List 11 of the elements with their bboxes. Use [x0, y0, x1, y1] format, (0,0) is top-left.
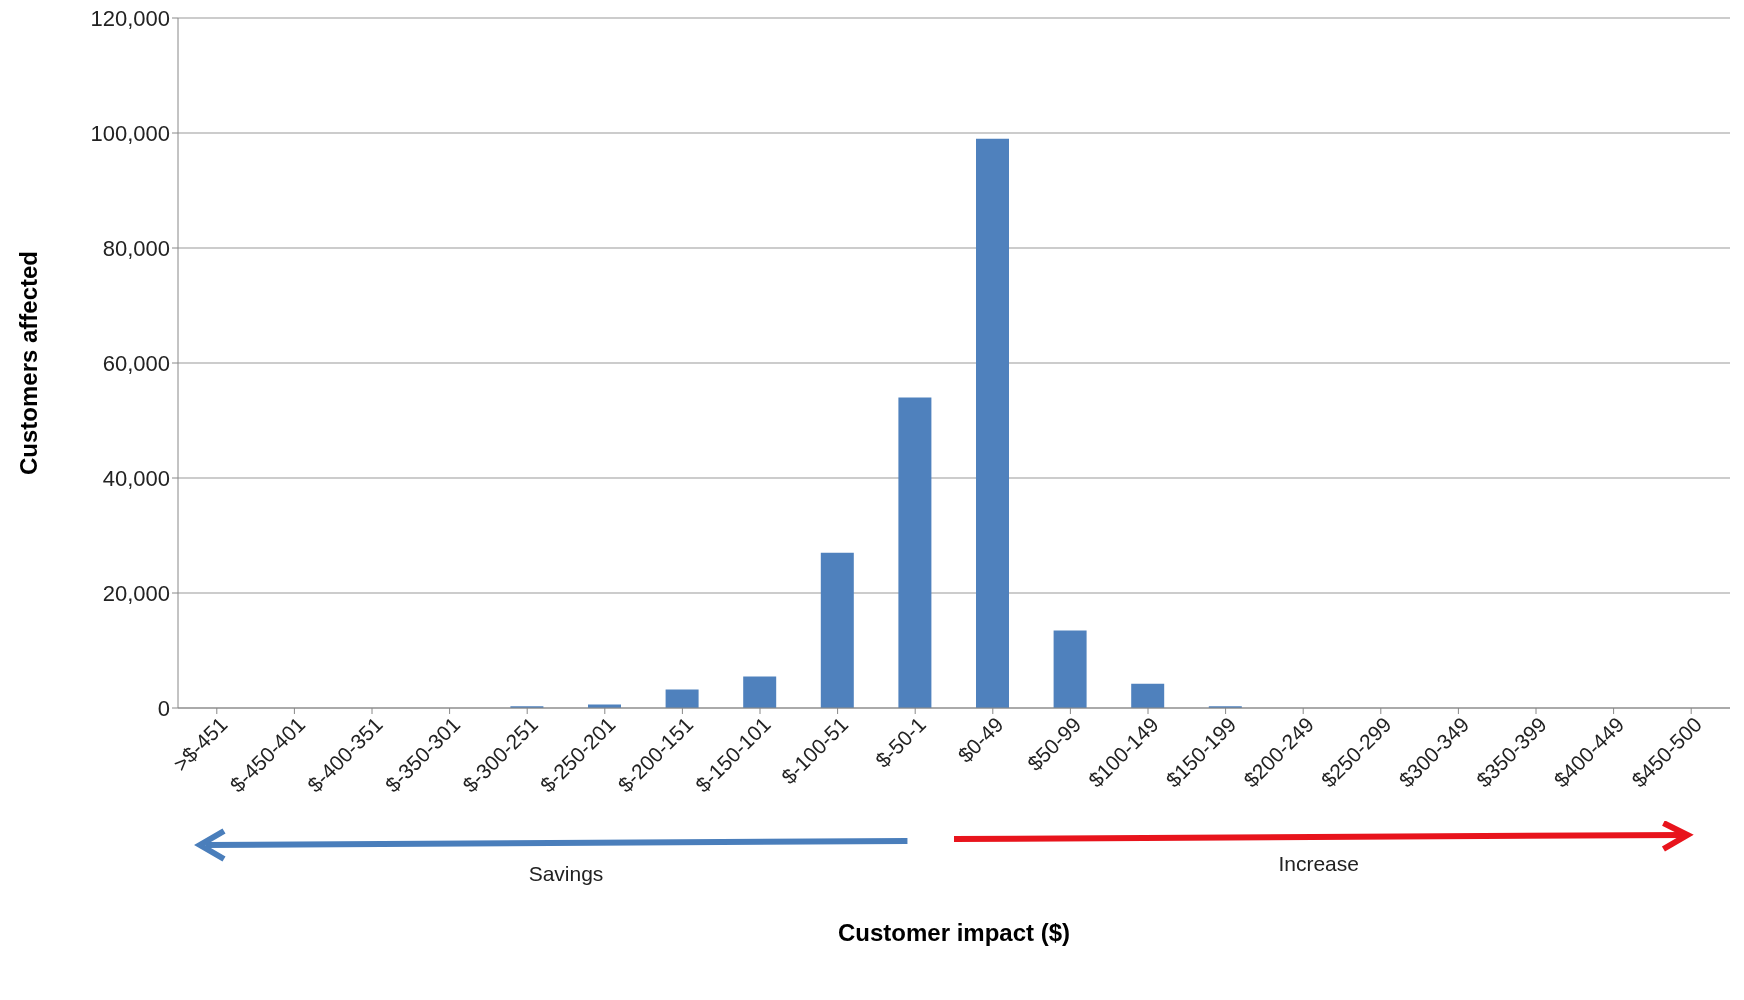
y-tick-label: 60,000	[102, 350, 170, 376]
text: Customer impact ($)	[837, 919, 1071, 946]
y-tick-label: 100,000	[90, 120, 170, 146]
y-tick-label: 40,000	[102, 465, 170, 491]
y-tick-label: 120,000	[90, 5, 170, 31]
y-tick-label: 80,000	[102, 235, 170, 261]
y-tick-label: 20,000	[102, 580, 170, 606]
y-tick-label: 0	[157, 695, 170, 721]
text: Increase	[1278, 852, 1359, 875]
y-axis-title: Customers affected	[14, 250, 42, 476]
text: Savings	[528, 862, 604, 885]
